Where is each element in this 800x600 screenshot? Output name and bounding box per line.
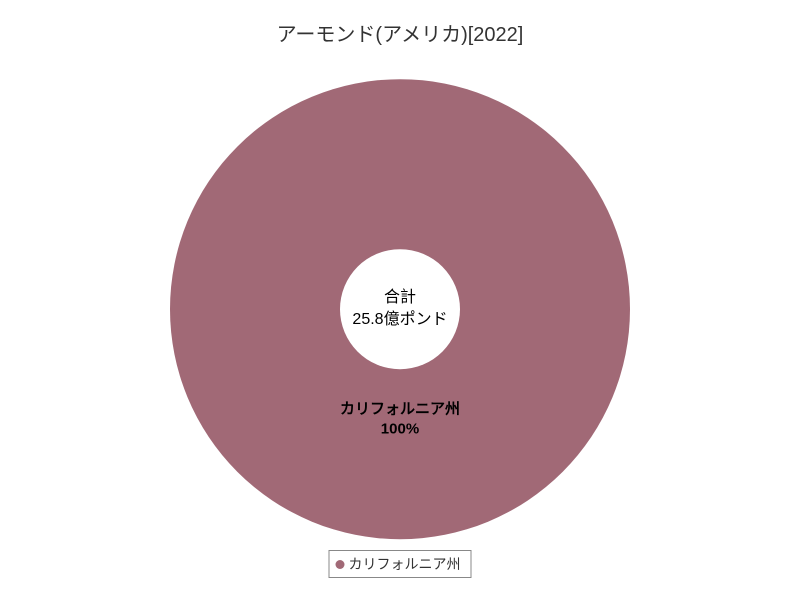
donut-ring: カリフォルニア州 100% 合計 25.8億ポンド	[170, 79, 630, 539]
legend: カリフォルニア州	[329, 550, 472, 578]
slice-label-name: カリフォルニア州	[340, 400, 460, 420]
slice-label: カリフォルニア州 100%	[340, 400, 460, 439]
slice-label-percent: 100%	[340, 420, 460, 440]
donut-hole: 合計 25.8億ポンド	[340, 249, 460, 369]
center-label-line2: 25.8億ポンド	[352, 309, 447, 331]
legend-marker-icon	[336, 560, 345, 569]
legend-item-label: カリフォルニア州	[349, 554, 461, 574]
donut-chart: カリフォルニア州 100% 合計 25.8億ポンド	[170, 79, 630, 539]
chart-title: アーモンド(アメリカ)[2022]	[0, 0, 800, 47]
center-label-line1: 合計	[384, 287, 416, 309]
